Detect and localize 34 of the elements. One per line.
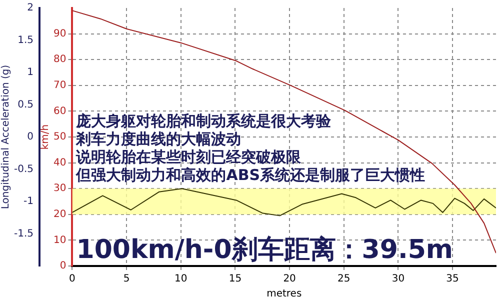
y-tick-label: 80 bbox=[54, 54, 66, 66]
y-tick-label: 20 bbox=[54, 208, 66, 220]
y2-tick-label: 0.5 bbox=[18, 99, 34, 110]
x-tick-label: 15 bbox=[228, 274, 242, 285]
annotation: 剎车力度曲线的大幅波动 bbox=[75, 130, 242, 148]
y-tick-label: 10 bbox=[54, 234, 66, 246]
y-tick-label: 30 bbox=[54, 183, 66, 194]
y2-tick-label: 1.5 bbox=[18, 34, 34, 46]
annotation: 说明轮胎在某些时刻已经突破极限 bbox=[75, 148, 302, 166]
y2-tick-label: -1 bbox=[24, 196, 34, 208]
y2-tick-label: 1 bbox=[27, 67, 34, 78]
y2-tick-label: -0.5 bbox=[14, 164, 34, 175]
x-axis-title: metres bbox=[266, 288, 302, 300]
y-tick-label: 60 bbox=[54, 106, 66, 117]
x-tick-label: 25 bbox=[338, 274, 350, 285]
annotation: 庞大身躯对轮胎和制动系统是很大考验 bbox=[75, 112, 332, 130]
annotation: 100km/h-0刹车距离：39.5m bbox=[76, 235, 454, 265]
y2-axis-title: Longitudinal Acceleration (g) bbox=[0, 64, 12, 210]
y-axis-title: km/h bbox=[40, 124, 52, 150]
x-tick-label: 10 bbox=[174, 274, 188, 285]
x-tick-label: 5 bbox=[123, 274, 130, 285]
y2-tick-label: 0 bbox=[27, 132, 34, 143]
x-tick-label: 20 bbox=[283, 274, 296, 285]
x-tick-label: 30 bbox=[392, 274, 405, 285]
y-tick-label: 50 bbox=[54, 132, 66, 143]
annotation: 但强大制动力和高效的ABS系统还是制服了巨大惯性 bbox=[75, 166, 426, 184]
y-tick-label: 90 bbox=[54, 28, 66, 40]
x-tick-label: 35 bbox=[446, 274, 459, 285]
y-tick-label: 40 bbox=[54, 157, 66, 168]
y2-tick-label: -1.5 bbox=[14, 228, 34, 240]
y-tick-label: 70 bbox=[54, 80, 66, 91]
y2-tick-label: 2 bbox=[27, 2, 34, 14]
y-tick-label: 0 bbox=[60, 260, 66, 272]
x-tick-label: 0 bbox=[69, 274, 76, 285]
